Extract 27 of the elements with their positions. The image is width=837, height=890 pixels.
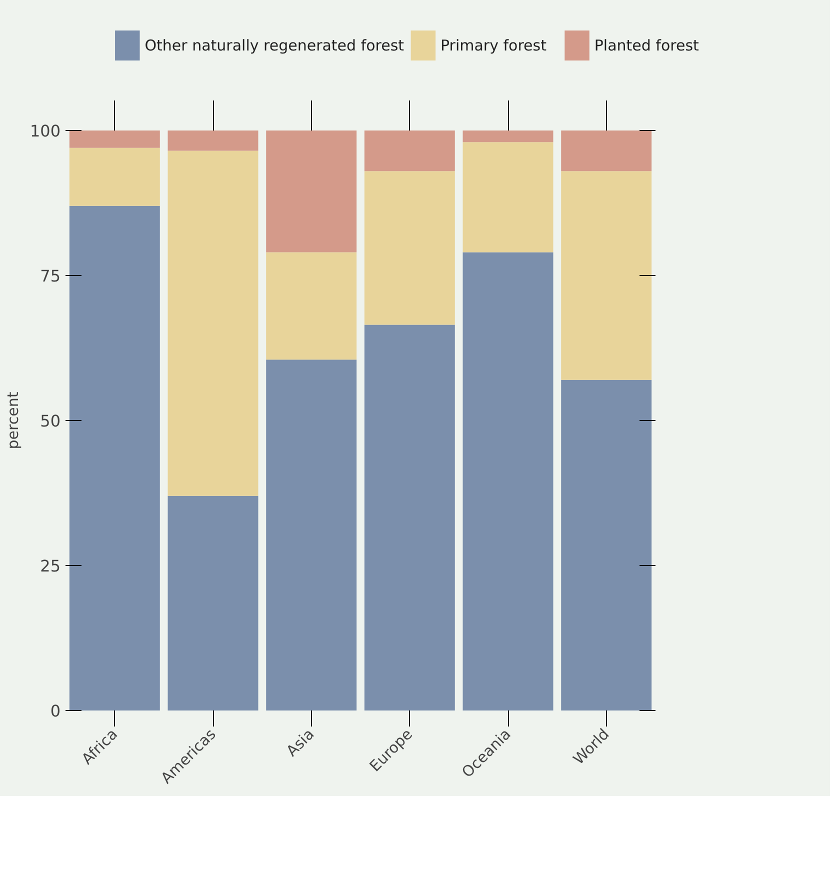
y-tick-label: 75 bbox=[40, 266, 60, 286]
bar bbox=[266, 252, 357, 360]
bar bbox=[561, 130, 652, 172]
y-axis-title: percent bbox=[4, 392, 22, 450]
bar bbox=[462, 252, 554, 710]
bar bbox=[364, 171, 455, 325]
bar bbox=[266, 130, 357, 252]
bar bbox=[69, 148, 160, 206]
bar bbox=[364, 324, 455, 710]
bar bbox=[364, 130, 455, 172]
bar bbox=[168, 496, 258, 710]
legend-label: Planted forest bbox=[594, 36, 700, 54]
bar bbox=[462, 130, 554, 142]
bar bbox=[69, 206, 160, 710]
legend-label: Primary forest bbox=[440, 36, 547, 54]
bar bbox=[168, 150, 258, 496]
y-tick-label: 25 bbox=[40, 556, 60, 576]
bar bbox=[266, 360, 357, 710]
bar bbox=[69, 130, 160, 148]
bar bbox=[168, 130, 258, 151]
legend-label: Other naturally regenerated forest bbox=[144, 36, 404, 54]
bar bbox=[561, 380, 652, 710]
bar bbox=[561, 171, 652, 380]
y-tick-label: 0 bbox=[50, 702, 61, 720]
y-tick-label: 50 bbox=[40, 412, 60, 430]
y-tick-label: 100 bbox=[30, 122, 61, 140]
bar bbox=[462, 142, 554, 252]
